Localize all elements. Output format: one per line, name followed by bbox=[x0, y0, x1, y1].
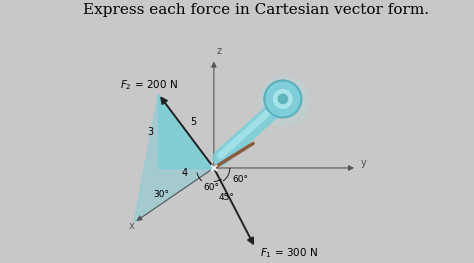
Circle shape bbox=[264, 80, 301, 118]
Text: y: y bbox=[360, 158, 366, 168]
Text: 60°: 60° bbox=[204, 183, 220, 192]
Text: x: x bbox=[129, 221, 135, 231]
Text: 60°: 60° bbox=[232, 175, 248, 184]
Text: $F_2$ = 200 N: $F_2$ = 200 N bbox=[120, 78, 179, 92]
Text: 30°: 30° bbox=[153, 190, 169, 199]
Text: 5: 5 bbox=[190, 117, 196, 127]
Text: 3: 3 bbox=[147, 127, 153, 137]
Text: $F_1$ = 300 N: $F_1$ = 300 N bbox=[260, 246, 318, 260]
Polygon shape bbox=[134, 94, 214, 223]
Polygon shape bbox=[158, 94, 214, 168]
Circle shape bbox=[260, 76, 310, 126]
Text: z: z bbox=[217, 45, 221, 55]
Text: 45°: 45° bbox=[219, 193, 235, 202]
Circle shape bbox=[278, 94, 288, 104]
Circle shape bbox=[273, 90, 292, 108]
Text: 4: 4 bbox=[182, 168, 188, 178]
Text: Express each force in Cartesian vector form.: Express each force in Cartesian vector f… bbox=[83, 3, 429, 17]
